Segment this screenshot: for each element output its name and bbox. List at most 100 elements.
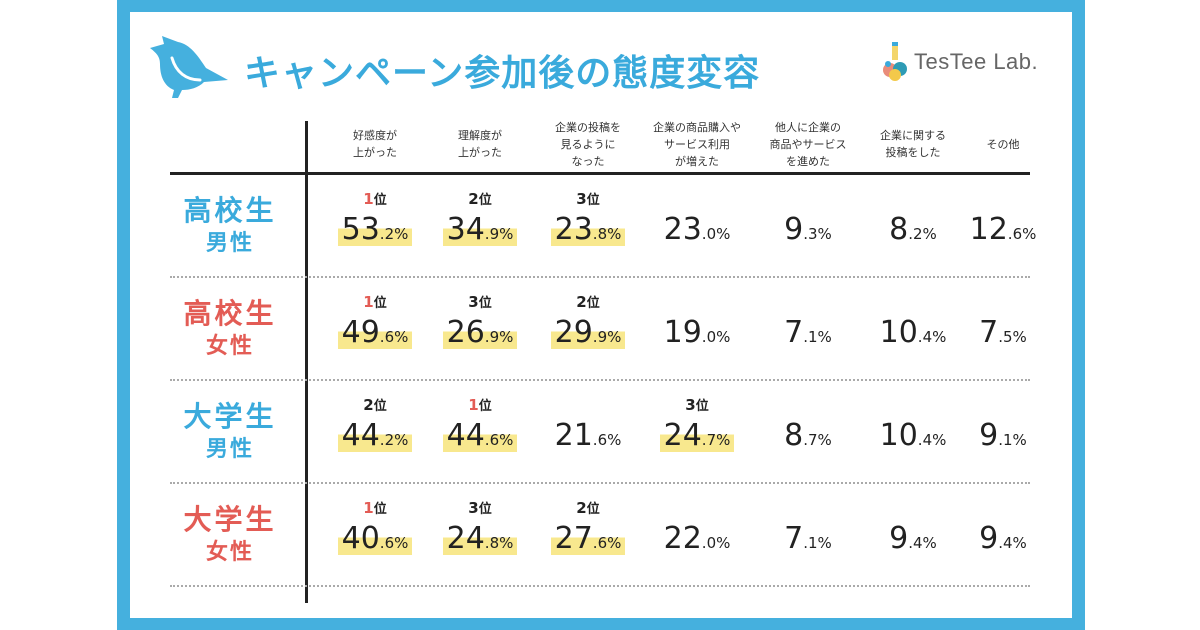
value-decimal: .9% [592,328,622,346]
rank-label [642,499,752,517]
percentage-value: 9.1% [975,420,1031,452]
value-integer: 40 [341,521,380,556]
value-decimal: .2% [908,225,937,243]
value-cell: 7.1% [753,293,863,349]
value-cell: 7.5% [948,293,1058,349]
percentage-value: 7.5% [975,317,1031,349]
value-decimal: .9% [484,225,514,243]
value-decimal: .2% [379,225,409,243]
value-cell: 8.2% [858,190,968,246]
value-decimal: .3% [803,225,832,243]
percentage-value: 40.6% [337,521,413,556]
percentage-value: 34.9% [442,214,518,246]
percentage-value: 27.6% [550,521,626,556]
percentage-value: 29.9% [550,317,626,349]
row-divider [170,585,1030,587]
value-decimal: .4% [917,328,947,346]
row-label-group: 高校生 [183,297,277,330]
value-integer: 44 [341,418,380,453]
rank-number: 3 [468,293,479,311]
percentage-value: 7.1% [780,317,836,349]
rank-suffix: 位 [478,296,492,311]
value-decimal: .7% [803,431,832,449]
column-header: 企業の投稿を 見るように なった [555,120,621,168]
value-decimal: .6% [379,534,409,552]
rank-label [948,396,1058,414]
value-decimal: .5% [998,328,1027,346]
value-cell: 1位 44.6% [425,396,535,452]
value-integer: 21 [554,418,593,453]
value-integer: 7 [979,315,999,350]
value-integer: 27 [554,521,593,556]
rank-label: 2位 [533,293,643,311]
value-integer: 10 [879,418,918,453]
rank-label: 3位 [642,396,752,414]
value-cell: 23.0% [642,190,752,246]
value-cell: 8.7% [753,396,863,452]
rank-suffix: 位 [586,193,600,208]
percentage-value: 9.3% [780,214,836,246]
value-decimal: .8% [484,534,514,552]
percentage-value: 24.8% [442,523,518,555]
rank-label: 2位 [425,190,535,208]
value-decimal: .0% [701,225,731,243]
column-header: 他人に企業の 商品やサービス を進めた [769,120,847,168]
value-integer: 8 [889,212,909,247]
row-divider [170,379,1030,381]
value-cell: 1位 49.6% [320,293,430,349]
value-integer: 19 [663,315,702,350]
percentage-value: 8.7% [780,420,836,452]
rank-suffix: 位 [695,399,709,414]
value-integer: 9 [979,418,999,453]
value-decimal: .9% [484,328,514,346]
value-integer: 9 [979,521,999,556]
row-label-gender: 女性 [205,334,254,359]
value-cell: 3位 24.8% [425,499,535,555]
rank-number: 3 [685,396,696,414]
value-integer: 8 [784,418,804,453]
value-decimal: .1% [803,328,832,346]
value-integer: 9 [784,212,804,247]
value-cell: 9.3% [753,190,863,246]
percentage-value: 21.6% [551,420,626,452]
rank-number: 1 [363,499,374,517]
value-decimal: .4% [908,534,937,552]
table-vertical-rule [305,121,308,603]
value-decimal: .4% [998,534,1027,552]
row-label: 高校生 男性 [165,194,295,260]
rank-number: 1 [363,293,374,311]
rank-label [753,293,863,311]
value-cell: 1位 53.2% [320,190,430,246]
rank-number: 1 [363,190,374,208]
percentage-value: 8.2% [885,214,941,246]
rank-label: 3位 [533,190,643,208]
percentage-value: 9.4% [885,523,941,555]
percentage-value: 44.2% [337,418,413,453]
value-integer: 9 [889,521,909,556]
rank-suffix: 位 [373,296,387,311]
percentage-value: 44.6% [442,420,518,452]
value-integer: 26 [446,315,485,350]
rank-label: 3位 [425,293,535,311]
rank-number: 2 [576,293,587,311]
rank-label: 2位 [320,396,430,414]
rank-label [948,190,1058,208]
rank-label [642,190,752,208]
percentage-value: 53.2% [337,214,413,246]
value-decimal: .6% [592,431,622,449]
rank-suffix: 位 [373,193,387,208]
content-card [130,12,1072,618]
row-label-gender: 女性 [205,540,254,565]
rank-number: 2 [576,499,587,517]
rank-label [753,396,863,414]
rank-number: 3 [468,499,479,517]
rank-label [948,293,1058,311]
row-label: 大学生 女性 [165,503,295,569]
value-cell: 10.4% [858,396,968,452]
rank-suffix: 位 [373,399,387,414]
value-integer: 7 [784,315,804,350]
value-integer: 24 [663,418,702,453]
percentage-value: 26.9% [442,315,518,350]
percentage-value: 7.1% [780,523,836,555]
value-cell: 12.6% [948,190,1058,246]
